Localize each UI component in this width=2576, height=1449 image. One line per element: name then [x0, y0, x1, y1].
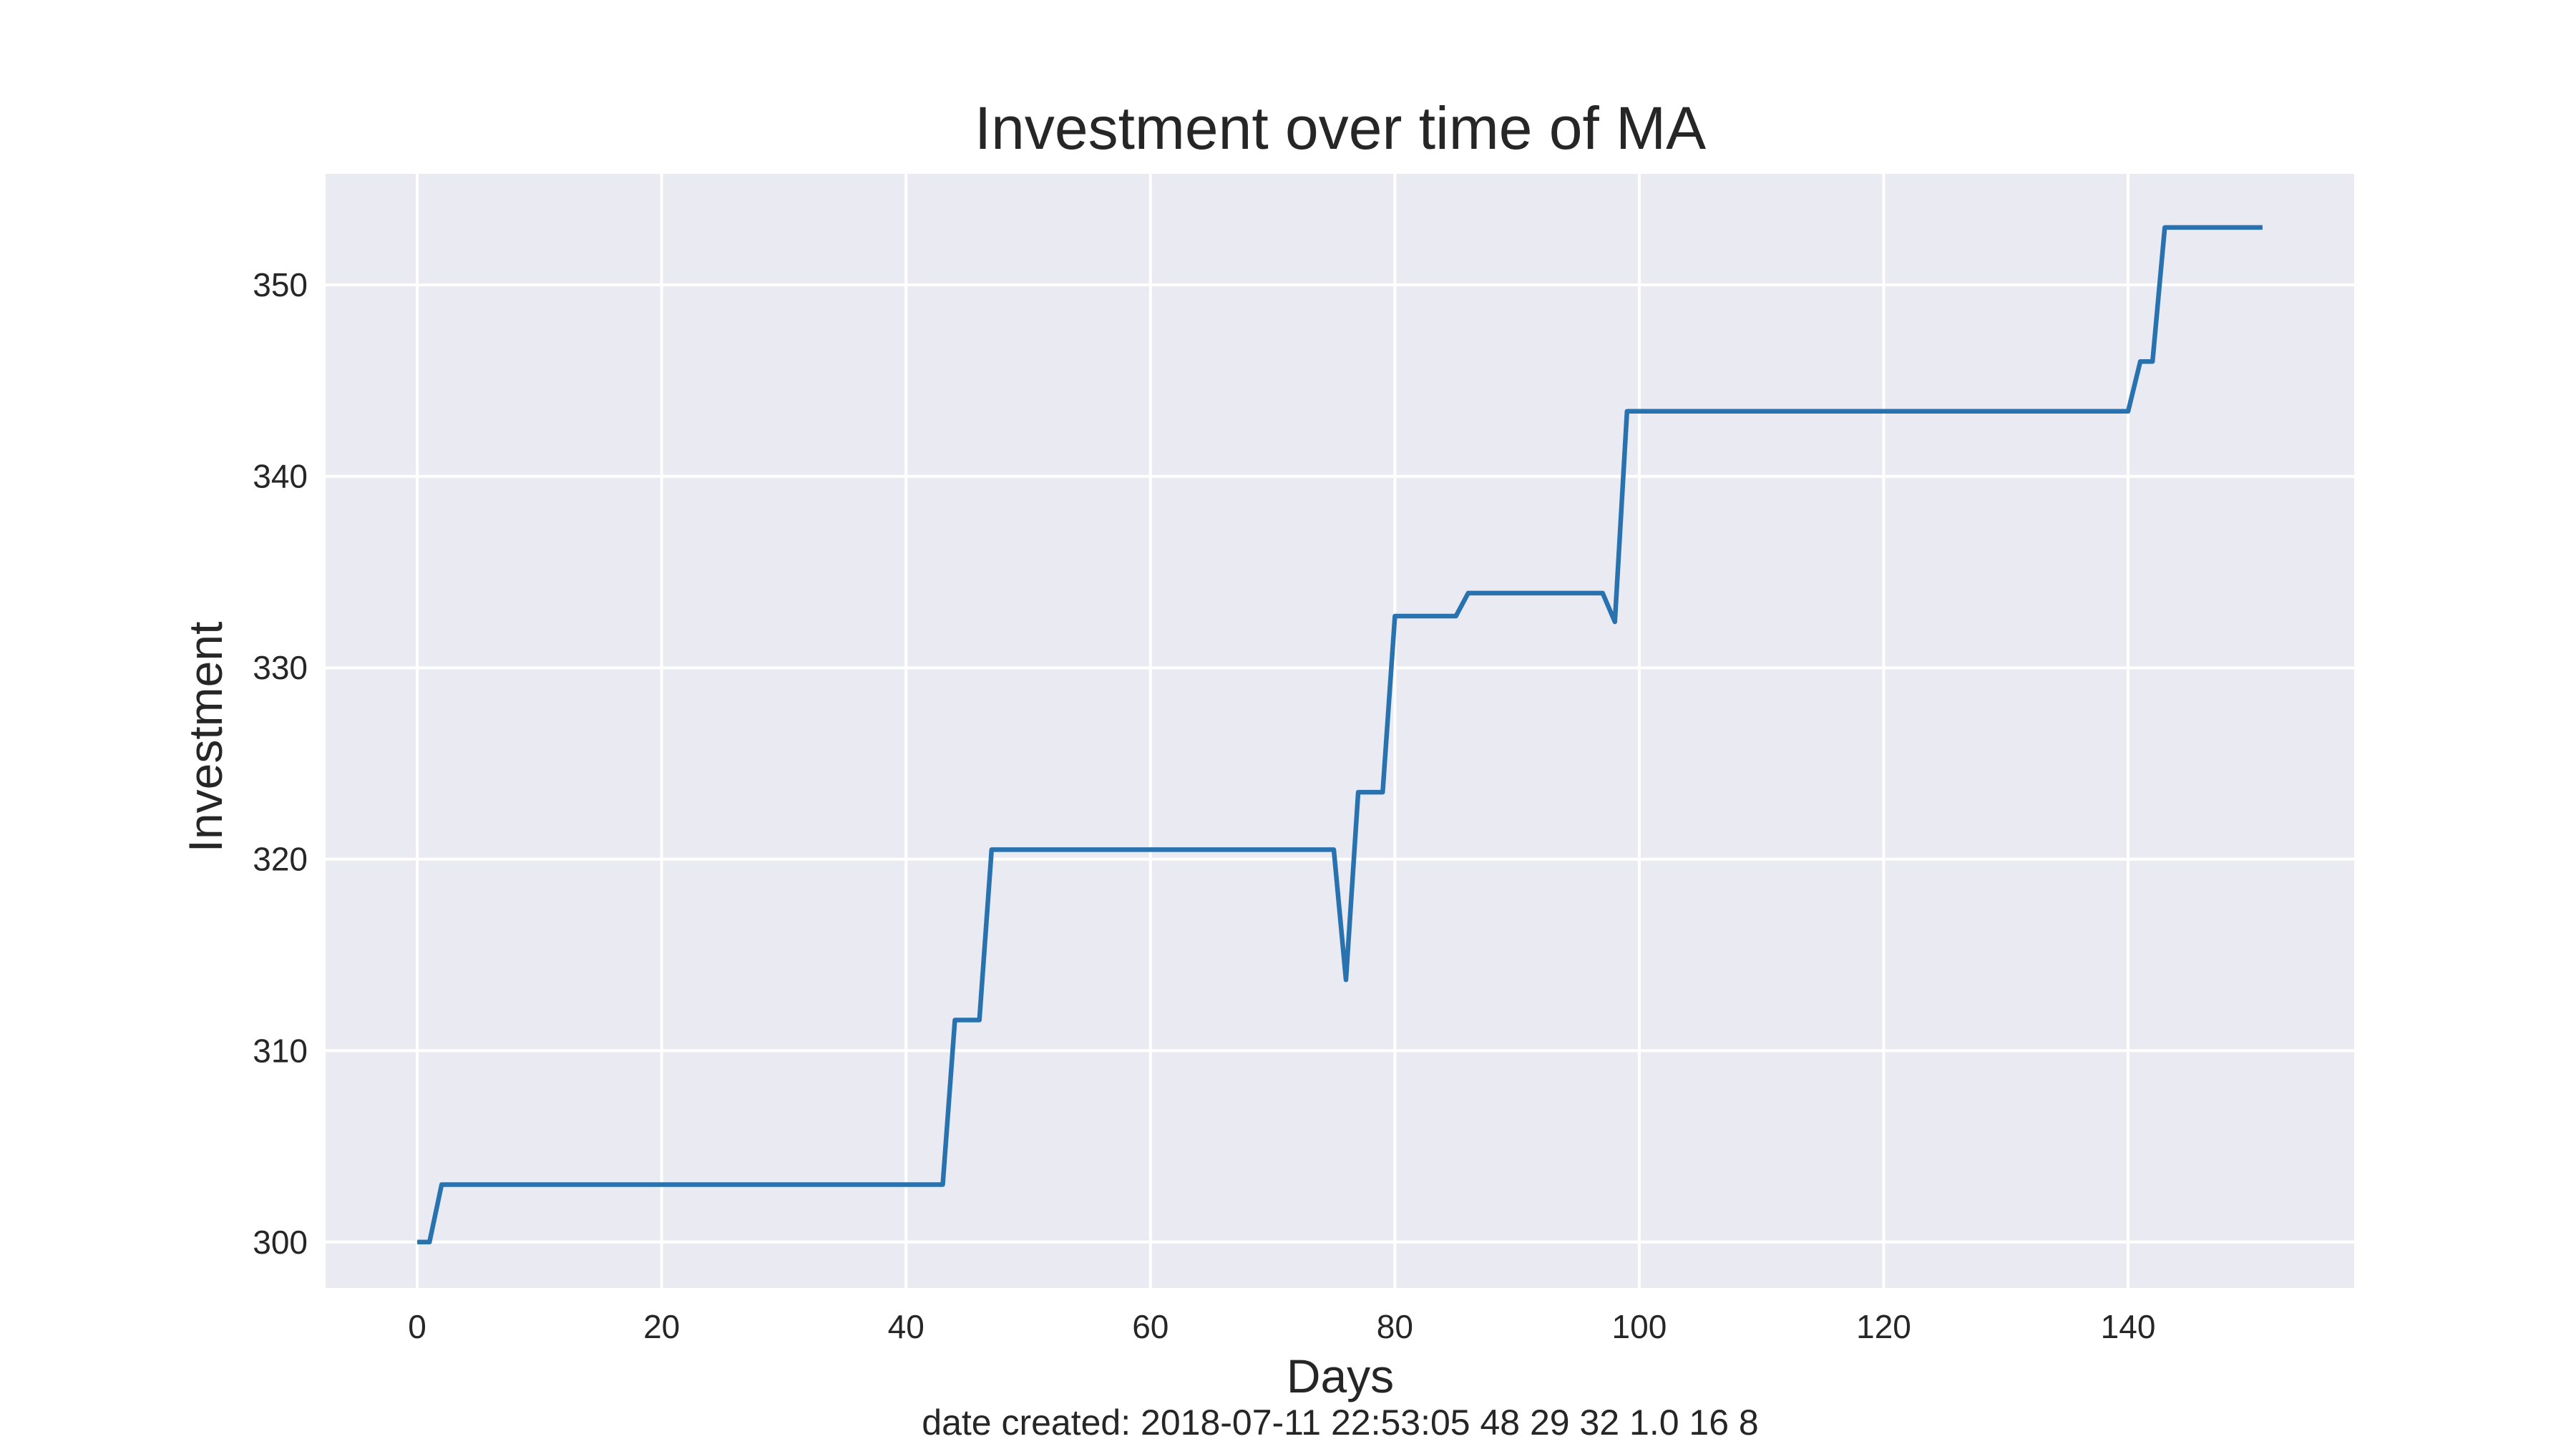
y-tick-label: 330: [253, 649, 308, 686]
date-created-caption: date created: 2018-07-11 22:53:05 48 29 …: [922, 1402, 1758, 1443]
y-axis-label: Investment: [179, 622, 232, 853]
plot-area: [326, 174, 2354, 1288]
y-tick-label: 340: [253, 458, 308, 495]
x-tick-label: 20: [643, 1308, 680, 1345]
x-tick-label: 80: [1377, 1308, 1413, 1345]
x-tick-label: 60: [1132, 1308, 1169, 1345]
series-line: [417, 225, 2263, 1245]
x-tick-label: 40: [888, 1308, 924, 1345]
y-tick-label: 350: [253, 266, 308, 303]
y-tick-label: 300: [253, 1224, 308, 1261]
x-gridlines: [416, 174, 2130, 1288]
x-tick-label: 100: [1612, 1308, 1667, 1345]
y-tick-label: 320: [253, 841, 308, 878]
x-tick-label: 0: [408, 1308, 426, 1345]
x-tick-labels: 0 20 40 60 80 100 120 140: [408, 1308, 2155, 1345]
y-tick-label: 310: [253, 1032, 308, 1069]
y-tick-labels: 300 310 320 330 340 350: [253, 266, 308, 1261]
series-layer: [417, 225, 2263, 1245]
x-axis-label: Days: [1287, 1350, 1394, 1402]
x-tick-label: 140: [2101, 1308, 2156, 1345]
chart-title: Investment over time of MA: [975, 94, 1706, 162]
y-gridlines: [326, 283, 2354, 1244]
x-tick-label: 120: [1856, 1308, 1911, 1345]
